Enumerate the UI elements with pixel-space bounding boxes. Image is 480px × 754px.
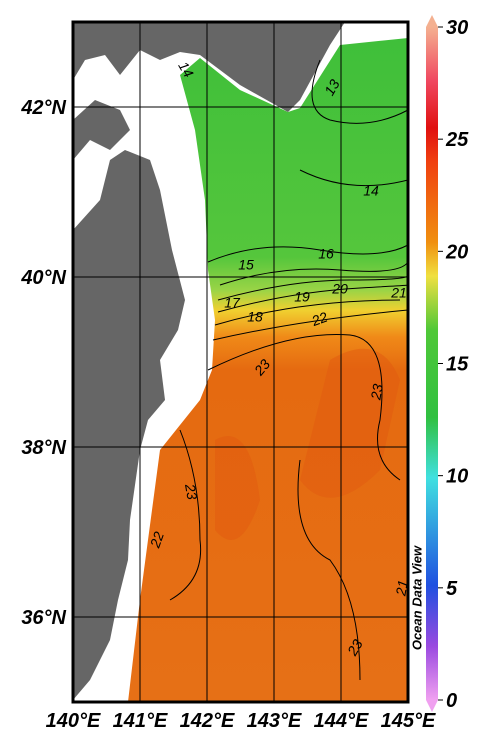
sea-field <box>128 38 408 702</box>
x-tick-label: 140°E <box>46 710 101 732</box>
map-area: 14 13 14 15 16 17 18 19 20 21 22 23 23 2… <box>73 22 411 702</box>
colorbar-arrow <box>426 15 438 27</box>
y-tick-label: 38°N <box>21 437 66 459</box>
x-tick-label: 144°E <box>314 710 369 732</box>
colorbar <box>426 27 438 700</box>
contour-label: 14 <box>175 59 197 81</box>
land <box>73 22 345 112</box>
y-tick-label: 36°N <box>21 607 66 629</box>
colorbar-tick-label: 15 <box>446 354 469 376</box>
grid <box>73 22 408 702</box>
contour-label: 19 <box>294 289 310 305</box>
colorbar-tick-label: 0 <box>446 690 457 712</box>
contour-label: 22 <box>309 309 330 330</box>
x-tick-label: 142°E <box>180 710 235 732</box>
y-tick-label: 42°N <box>20 97 66 119</box>
x-tick-label: 143°E <box>247 710 302 732</box>
contour-label: 18 <box>247 309 263 325</box>
contour-label: 23 <box>367 383 386 402</box>
contour-label: 22 <box>146 529 167 550</box>
contour-label: 21 <box>390 285 407 301</box>
colorbar-tick-label: 5 <box>446 578 458 600</box>
contour-label: 20 <box>331 281 348 297</box>
contour-label: 21 <box>392 579 411 598</box>
contour-label: 23 <box>182 482 201 501</box>
y-tick-label: 40°N <box>20 267 66 289</box>
colorbar-tick-label: 30 <box>446 17 468 39</box>
x-tick-label: 145°E <box>381 710 436 732</box>
watermark: Ocean Data View <box>409 545 424 650</box>
contour-label: 17 <box>224 295 241 311</box>
map-frame <box>71 20 410 704</box>
contour-label: 14 <box>363 183 379 199</box>
land <box>73 150 185 700</box>
contour-label: 23 <box>344 636 366 659</box>
colorbar-arrow <box>426 700 438 712</box>
warm-core <box>215 348 400 540</box>
land <box>73 100 130 160</box>
contour-label: 13 <box>321 76 343 98</box>
contours <box>169 59 408 681</box>
x-tick-label: 141°E <box>113 710 168 732</box>
colorbar-tick-label: 10 <box>446 466 468 488</box>
colorbar-tick-label: 20 <box>445 241 468 263</box>
colorbar-tick-label: 25 <box>445 129 469 151</box>
contour-label: 16 <box>318 246 334 262</box>
contour-label: 15 <box>238 257 254 273</box>
